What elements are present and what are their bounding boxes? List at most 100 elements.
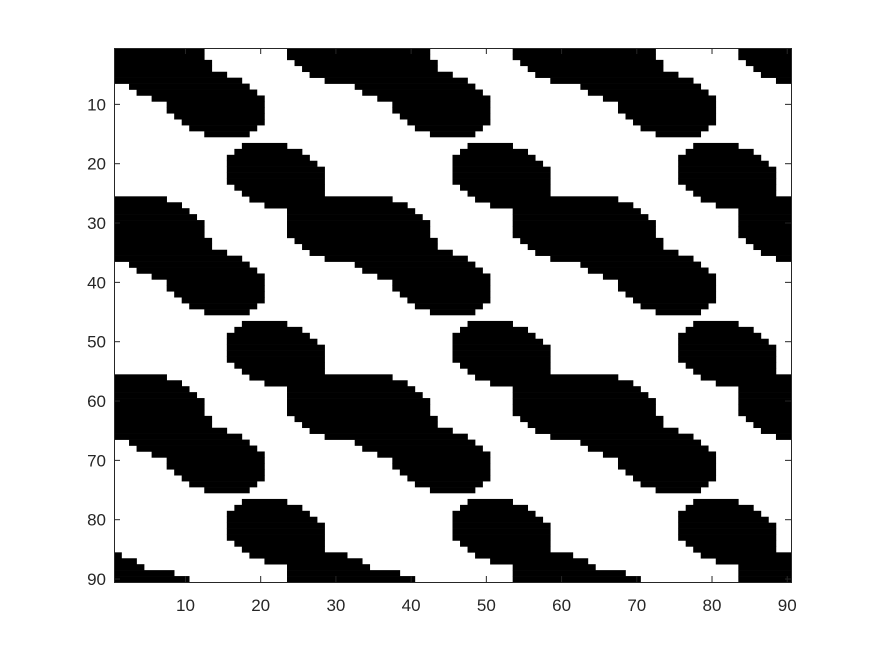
heatmap-cell-run: [512, 226, 656, 233]
heatmap-cell-run: [392, 107, 491, 114]
heatmap-cell-run: [407, 297, 491, 304]
heatmap-cell-run: [520, 59, 664, 67]
heatmap-cell-run: [226, 154, 310, 162]
heatmap-cell-run: [181, 297, 265, 304]
heatmap-cell-run: [655, 309, 702, 316]
heatmap-cell-run: [136, 445, 258, 452]
heatmap-cell-run: [226, 338, 318, 345]
heatmap-cell-run: [377, 95, 491, 102]
heatmap-cell-run: [114, 214, 198, 221]
y-axis: 10 20 30 40 50 60 70 80 90: [87, 95, 791, 589]
heatmap-cell-run: [745, 59, 792, 67]
heatmap-cell-run: [452, 356, 551, 363]
y-tick-label: 70: [87, 451, 106, 470]
heatmap-cell-run: [392, 285, 491, 292]
heatmap-cell-run: [685, 326, 754, 334]
heatmap-cell-run: [166, 101, 265, 108]
heatmap-cell-run: [512, 208, 641, 215]
heatmap-cell-run: [151, 273, 265, 280]
heatmap-cell-run: [287, 404, 431, 411]
heatmap-cell-run: [362, 445, 483, 452]
heatmap-cell-run: [775, 77, 792, 84]
heatmap-cell-run: [602, 95, 717, 102]
heatmap-cell-run: [114, 226, 205, 233]
heatmap-cell-run: [114, 564, 145, 571]
heatmap-cell-run: [580, 83, 702, 90]
heatmap-cell-run: [249, 552, 348, 559]
heatmap-cell-run: [738, 404, 792, 411]
heatmap-cell-run: [678, 160, 769, 167]
heatmap-cell-run: [234, 504, 303, 512]
heatmap-cell-run: [414, 303, 483, 310]
x-tick-label: 40: [402, 596, 421, 615]
heatmap-cell-run: [475, 552, 574, 559]
heatmap-cell-run: [399, 469, 491, 476]
heatmap-cell-run: [294, 415, 438, 423]
heatmap-cell-run: [617, 285, 717, 292]
heatmap-cell-run: [114, 65, 213, 73]
heatmap-cell-run: [617, 101, 717, 108]
heatmap-cell-run: [700, 374, 792, 381]
heatmap-cell-run: [617, 107, 717, 114]
heatmap-cell-run: [678, 178, 777, 185]
heatmap-cell-run: [753, 65, 792, 73]
heatmap-cell-run: [655, 131, 702, 138]
heatmap-cell-run: [392, 457, 491, 464]
heatmap-cell-run: [527, 243, 664, 251]
heatmap-cell-run: [377, 451, 491, 458]
heatmap-cell-run: [114, 392, 198, 399]
x-tick-label: 50: [477, 596, 496, 615]
heatmap-cell-run: [760, 427, 792, 434]
heatmap-cell-run: [685, 540, 777, 547]
heatmap-cell-run: [129, 83, 250, 90]
heatmap-cell-run: [678, 166, 777, 173]
heatmap-cell-run: [738, 570, 792, 577]
heatmap-cell-run: [226, 528, 325, 535]
y-tick-label: 40: [87, 273, 106, 292]
heatmap-cell-run: [550, 77, 694, 84]
heatmap-cell-run: [693, 190, 777, 197]
heatmap-cell-run: [129, 261, 250, 268]
heatmap-cell-run: [166, 463, 265, 470]
heatmap-cell-run: [693, 142, 739, 150]
heatmap-cell-run: [354, 83, 476, 90]
heatmap-cell-run: [512, 214, 649, 221]
heatmap-cell-run: [678, 522, 777, 529]
heatmap-cell-run: [362, 89, 483, 96]
heatmap-cell-run: [174, 469, 265, 476]
heatmap-cell-run: [512, 570, 626, 577]
heatmap-cell-run: [512, 576, 641, 583]
heatmap-cell-run: [226, 350, 325, 357]
heatmap-cell-run: [760, 71, 792, 78]
heatmap-cell-run: [775, 433, 792, 440]
heatmap-cell-run: [287, 564, 371, 571]
heatmap-cell-run: [226, 172, 325, 179]
x-tick-label: 20: [251, 596, 270, 615]
heatmap-cell-run: [189, 125, 258, 132]
y-tick-label: 50: [87, 333, 106, 352]
heatmap-cell-run: [460, 540, 551, 547]
heatmap-cell-run: [287, 398, 431, 405]
heatmap-cell-run: [392, 463, 491, 470]
heatmap-cell-run: [287, 576, 416, 583]
x-tick-label: 90: [778, 596, 797, 615]
heatmap-cell-run: [678, 516, 769, 523]
heatmap-cell-run: [460, 362, 551, 369]
heatmap-cell-run: [114, 231, 205, 239]
heatmap-cell-run: [287, 208, 416, 215]
heatmap-cell-run: [625, 291, 717, 298]
heatmap-cell-run: [181, 475, 265, 482]
heatmap-cell-run: [429, 309, 476, 316]
heatmap-cell-run: [226, 332, 310, 340]
heatmap-cell-run: [114, 249, 228, 256]
x-axis: 10 20 30 40 50 60 70 80 90: [176, 48, 797, 615]
y-tick-label: 80: [87, 511, 106, 530]
heatmap-cell-run: [467, 546, 551, 553]
heatmap-cell-run: [114, 386, 190, 393]
heatmap-cell-run: [640, 303, 709, 310]
heatmap-cell-run: [745, 237, 792, 245]
heatmap-cell-run: [512, 220, 656, 227]
heatmap-cell-run: [512, 404, 656, 411]
heatmap-cell-run: [580, 261, 702, 268]
